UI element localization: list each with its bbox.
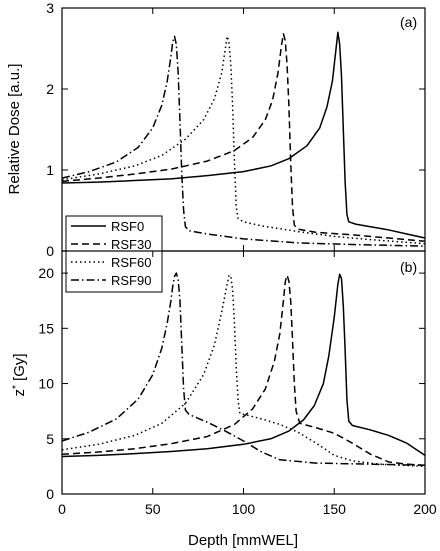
panel-a-label: (a) <box>400 14 417 30</box>
panel-a-frame <box>61 7 426 252</box>
y-tick-label-a-3: 3 <box>46 0 54 16</box>
y-tick-label-a-0: 0 <box>46 243 54 259</box>
legend-item-rsf90: RSF90 <box>71 273 151 288</box>
series-a-rsf0 <box>61 31 426 239</box>
legend-label-rsf90: RSF90 <box>111 273 151 288</box>
x-axis-label: Depth [mmWEL] <box>188 532 298 549</box>
panel-b-label: (b) <box>400 259 417 275</box>
y-tick-label-b-0: 0 <box>46 486 54 502</box>
x-tick-label-3: 150 <box>323 501 347 517</box>
series-a-rsf90 <box>61 35 426 247</box>
panel-b-y-axis-superscript: * <box>11 385 22 389</box>
y-tick-label-b-4: 20 <box>38 265 54 281</box>
panel-b-y-axis-unit: [Gy] <box>11 353 28 385</box>
series-b-rsf90 <box>61 272 426 467</box>
series-b-rsf30 <box>61 274 426 467</box>
x-tick-label-0: 0 <box>58 501 66 517</box>
panel-a: (a) Relative Dose [a.u.] 0 1 2 3 RSF0 RSF30… <box>6 0 426 293</box>
legend: RSF0 RSF30 RSF60 RSF90 <box>65 215 163 293</box>
x-tick-label-2: 100 <box>232 501 256 517</box>
x-tick-label-1: 50 <box>145 501 161 517</box>
series-a-rsf60 <box>61 35 426 245</box>
legend-item-rsf0: RSF0 <box>71 219 144 234</box>
y-tick-label-b-3: 15 <box>38 320 54 336</box>
panel-a-y-axis-label: Relative Dose [a.u.] <box>6 64 23 195</box>
legend-item-rsf30: RSF30 <box>71 237 151 252</box>
panel-b-y-axis-label: z* [Gy] <box>11 353 29 396</box>
x-tick-label-4: 200 <box>413 501 437 517</box>
panel-b-axis-ticks: 0 50 100 150 200 0 5 10 15 20 <box>38 251 437 517</box>
panel-b-y-axis-symbol: z <box>11 389 28 397</box>
y-tick-label-b-1: 5 <box>46 431 54 447</box>
panel-b-series <box>61 272 426 468</box>
y-tick-label-a-2: 2 <box>46 81 54 97</box>
panel-a-series <box>61 31 426 247</box>
legend-label-rsf0: RSF0 <box>111 219 144 234</box>
y-tick-label-b-2: 10 <box>38 376 54 392</box>
legend-item-rsf60: RSF60 <box>71 255 151 270</box>
series-b-rsf60 <box>61 274 426 468</box>
legend-label-rsf60: RSF60 <box>111 255 151 270</box>
y-tick-label-a-1: 1 <box>46 162 54 178</box>
series-b-rsf0 <box>61 273 426 458</box>
panel-b: (b) z* [Gy] Depth [mmWEL] 0 50 100 150 200 0 5… <box>11 250 437 549</box>
legend-label-rsf30: RSF30 <box>111 237 151 252</box>
series-a-rsf30 <box>61 33 426 243</box>
